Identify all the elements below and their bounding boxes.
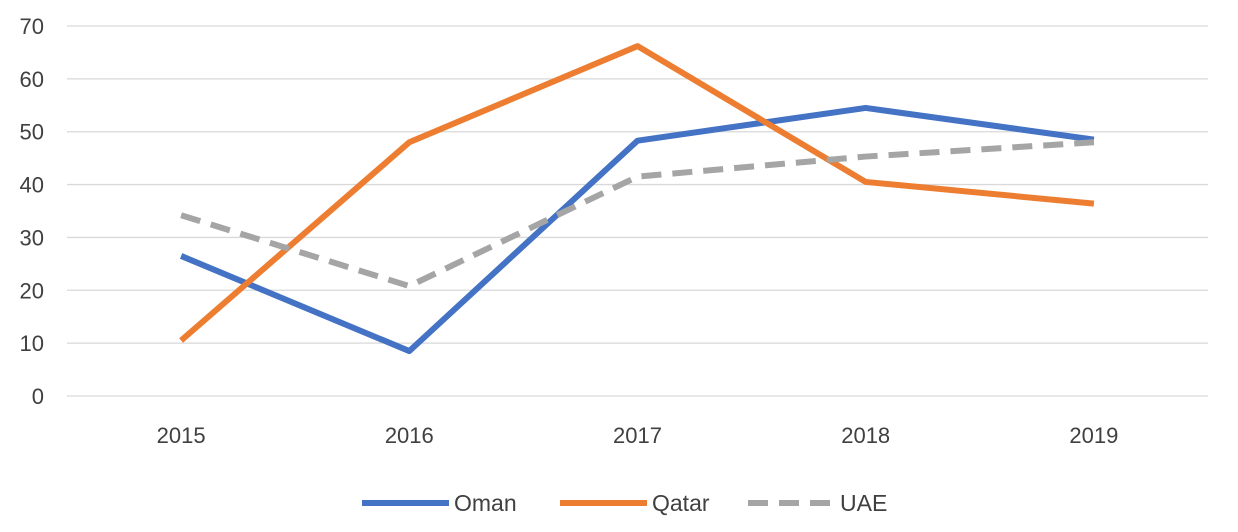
y-tick-label: 10 <box>20 331 44 356</box>
legend: Oman Qatar UAE <box>362 490 887 516</box>
gridlines <box>67 25 1208 397</box>
series-line-uae <box>180 139 1095 290</box>
x-tick-label: 2017 <box>613 423 662 448</box>
x-tick-label: 2016 <box>385 423 434 448</box>
y-tick-label: 20 <box>20 278 44 303</box>
series-lines <box>179 43 1095 355</box>
legend-label-oman: Oman <box>454 490 517 516</box>
y-tick-label: 60 <box>20 67 44 92</box>
y-tick-label: 40 <box>20 173 44 198</box>
x-tick-label: 2019 <box>1069 423 1118 448</box>
y-axis-tick-labels: 0 10 20 30 40 50 60 70 <box>20 14 44 409</box>
x-tick-label: 2018 <box>841 423 890 448</box>
y-tick-label: 30 <box>20 225 44 250</box>
y-tick-label: 0 <box>32 384 44 409</box>
y-tick-label: 70 <box>20 14 44 39</box>
series-line-qatar <box>179 43 1095 343</box>
legend-label-uae: UAE <box>840 490 887 516</box>
y-tick-label: 50 <box>20 120 44 145</box>
x-tick-label: 2015 <box>157 423 206 448</box>
x-axis-tick-labels: 2015 2016 2017 2018 2019 <box>157 423 1119 448</box>
series-line-oman <box>179 104 1095 355</box>
legend-label-qatar: Qatar <box>652 490 710 516</box>
